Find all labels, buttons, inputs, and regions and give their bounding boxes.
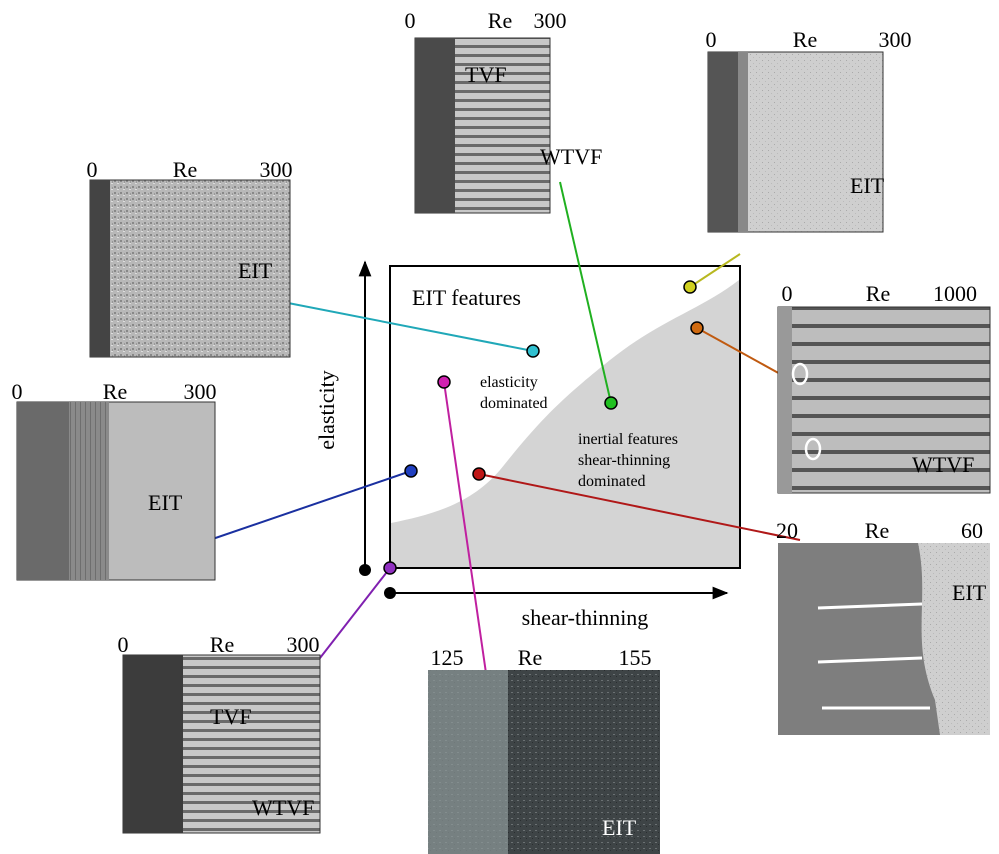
- x-axis-label: shear-thinning: [522, 605, 649, 630]
- axis-label: 300: [879, 27, 912, 52]
- panel: 125 Re 155 EIT: [428, 645, 660, 854]
- axis-label: 300: [534, 8, 567, 33]
- panel-label: EIT: [148, 490, 183, 515]
- axis-label: 300: [287, 632, 320, 657]
- panel-label: EIT: [602, 815, 637, 840]
- phase-diagram: elasticity shear-thinning EIT features e…: [314, 262, 740, 630]
- axis-label: Re: [103, 379, 127, 404]
- axis-label: 0: [118, 632, 129, 657]
- axis-label: Re: [210, 632, 234, 657]
- axis-label: 0: [782, 281, 793, 306]
- panel: 0 Re 300 TVF WTVF: [405, 8, 603, 213]
- axis-label: 155: [619, 645, 652, 670]
- panel-label: WTVF: [252, 795, 314, 820]
- axis-label: 0: [706, 27, 717, 52]
- panel: 20 Re 60 EIT: [776, 518, 990, 735]
- axis-label: Re: [865, 518, 889, 543]
- panel: 0 Re 1000 WTVF: [778, 281, 990, 493]
- region-label: dominated: [480, 395, 548, 412]
- panel: 0 Re 300 EIT: [706, 27, 912, 232]
- panel-label: WTVF: [540, 144, 602, 169]
- region-label: inertial features: [578, 431, 678, 448]
- panel-label: TVF: [465, 62, 507, 87]
- axis-label: Re: [173, 157, 197, 182]
- y-axis-label: elasticity: [314, 370, 339, 449]
- axis-label: 125: [431, 645, 464, 670]
- axis-label: Re: [518, 645, 542, 670]
- axis-label: 300: [260, 157, 293, 182]
- panel-label: TVF: [210, 704, 252, 729]
- axis-label: 20: [776, 518, 798, 543]
- diagram: elasticity shear-thinning EIT features e…: [0, 0, 999, 854]
- panel: 0 Re 300 EIT: [87, 157, 293, 357]
- axis-label: Re: [488, 8, 512, 33]
- axis-label: 0: [12, 379, 23, 404]
- axis-label: 60: [961, 518, 983, 543]
- panel: 0 Re 300 EIT: [12, 379, 217, 580]
- axis-label: Re: [793, 27, 817, 52]
- axis-label: 0: [87, 157, 98, 182]
- panel-label: EIT: [238, 258, 273, 283]
- axis-label: 1000: [933, 281, 977, 306]
- box-title: EIT features: [412, 285, 521, 310]
- axis-label: 300: [184, 379, 217, 404]
- region-label: shear-thinning: [578, 452, 670, 469]
- region-label: elasticity: [480, 374, 538, 391]
- axis-label: 0: [405, 8, 416, 33]
- region-label: dominated: [578, 473, 646, 490]
- panel-label: EIT: [952, 580, 987, 605]
- panel: 0 Re 300 TVF WTVF: [118, 632, 321, 833]
- axis-label: Re: [866, 281, 890, 306]
- panel-label: EIT: [850, 173, 885, 198]
- panel-label: WTVF: [912, 452, 974, 477]
